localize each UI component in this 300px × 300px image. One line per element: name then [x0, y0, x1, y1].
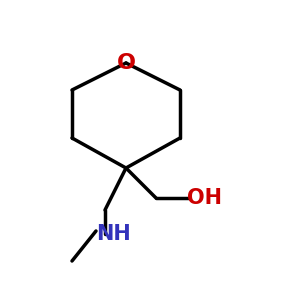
- Text: NH: NH: [97, 224, 131, 244]
- Text: O: O: [116, 53, 136, 73]
- Text: OH: OH: [187, 188, 221, 208]
